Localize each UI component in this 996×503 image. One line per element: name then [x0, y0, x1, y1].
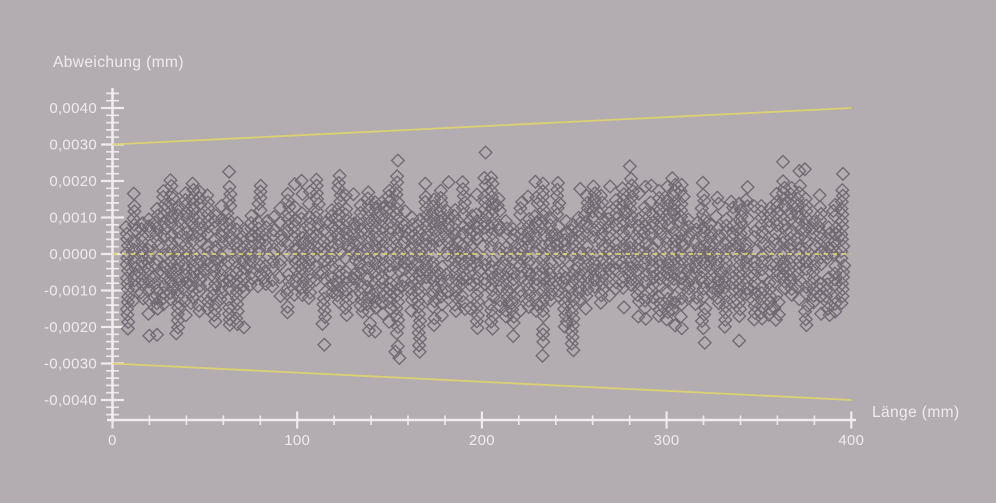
y-tick-label: 0,0040 [49, 100, 97, 117]
x-tick-label: 0 [108, 432, 117, 449]
x-axis-minor-ticks [148, 415, 816, 425]
y-tick-label: -0,0040 [44, 392, 97, 409]
y-tick-label: 0,0000 [49, 246, 97, 263]
x-tick-label: 400 [838, 432, 864, 449]
x-tick-label: 300 [654, 432, 680, 449]
x-tick-label: 200 [469, 432, 495, 449]
y-tick-label: 0,0010 [49, 210, 97, 227]
y-tick-label: 0,0030 [49, 137, 97, 154]
x-tick-label: 100 [284, 432, 310, 449]
x-axis-title: Länge (mm) [872, 404, 960, 421]
scatter-points [118, 145, 852, 366]
y-tick-label: -0,0020 [44, 319, 97, 336]
x-axis-major-ticks [111, 411, 853, 429]
y-axis-title: Abweichung (mm) [53, 54, 184, 71]
y-tick-label: -0,0030 [44, 356, 97, 373]
lower-tolerance-line [112, 362, 852, 401]
upper-tolerance-line [112, 107, 852, 146]
y-tick-label: -0,0010 [44, 283, 97, 300]
y-tick-label: 0,0020 [49, 173, 97, 190]
